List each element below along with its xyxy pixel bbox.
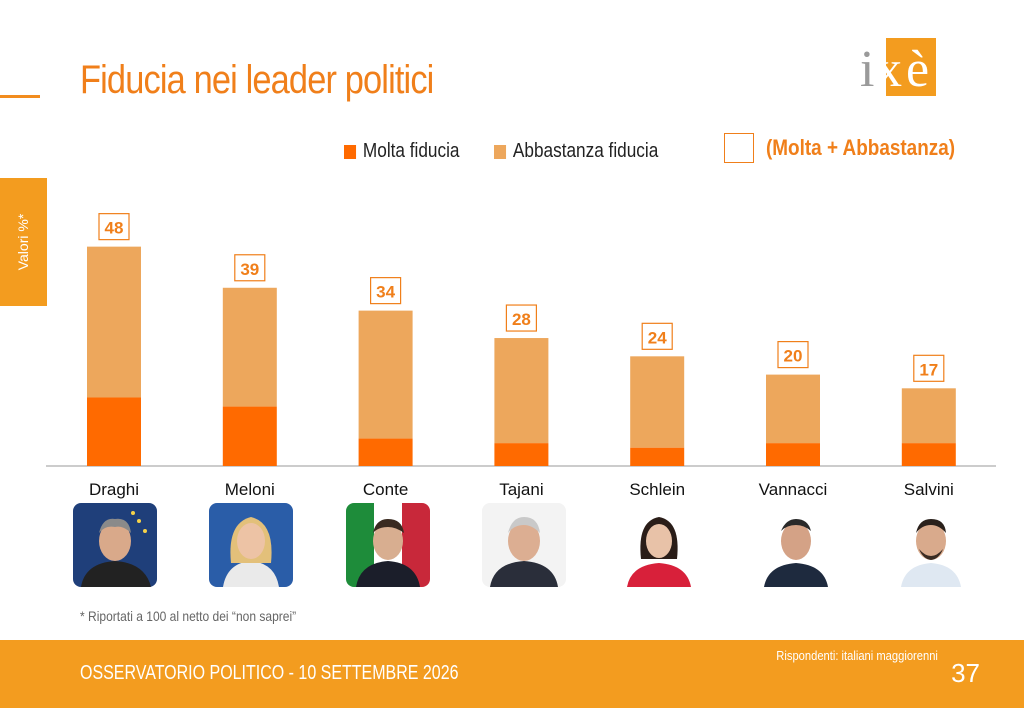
legend-label-molta: Molta fiducia [362, 140, 460, 162]
bar-abbastanza-draghi [87, 246, 141, 398]
photo-conte [346, 503, 430, 587]
legend-total-box [724, 133, 754, 163]
bar-molta-draghi [87, 397, 141, 466]
page-number: 37 [951, 658, 980, 688]
bar-chart: 48 Draghi 39 Meloni 34 Conte 28 Tajani 24 Schlein… [46, 213, 996, 499]
legend-total-label: (Molta + Abbastanza) [766, 135, 956, 160]
photo-meloni [209, 503, 293, 587]
legend-molta: Molta fiducia [344, 140, 459, 163]
accent-line [0, 95, 40, 98]
side-tab: Valori %* [0, 178, 47, 306]
total-box-meloni [234, 254, 266, 282]
total-box-draghi [98, 213, 130, 241]
category-label-tajani: Tajani [499, 480, 543, 499]
ixe-logo: i x è [860, 38, 936, 98]
svg-text:x: x [876, 41, 902, 98]
bar-molta-meloni [222, 406, 277, 466]
total-label-salvini: 17 [919, 360, 938, 379]
svg-text:è: è [906, 41, 929, 98]
photo-vannacci [754, 503, 838, 587]
bar-abbastanza-vannacci [766, 374, 820, 444]
total-label-conte: 34 [376, 283, 395, 302]
bar-abbastanza-schlein [630, 356, 685, 448]
total-label-tajani: 28 [512, 310, 531, 329]
footer-title: OSSERVATORIO POLITICO - 10 SETTEMBRE 202… [80, 662, 459, 684]
photo-tajani [482, 503, 566, 587]
bar-molta-vannacci [766, 443, 820, 466]
total-label-vannacci: 20 [784, 347, 803, 366]
bar-molta-tajani [494, 443, 549, 466]
category-label-conte: Conte [363, 480, 408, 499]
legend-total: (Molta + Abbastanza) [724, 133, 986, 163]
footnote: * Riportati a 100 al netto dei “non sapr… [80, 608, 297, 624]
svg-text:i: i [860, 41, 874, 98]
category-label-vannacci: Vannacci [759, 480, 828, 499]
category-label-draghi: Draghi [89, 480, 139, 499]
total-box-tajani [505, 304, 537, 332]
legend-swatch-molta [344, 144, 357, 159]
category-label-salvini: Salvini [904, 480, 954, 499]
legend-label-abbastanza: Abbastanza fiducia [512, 140, 659, 162]
photo-draghi [73, 503, 157, 587]
legend-swatch-abbastanza [494, 144, 507, 159]
bar-abbastanza-salvini [901, 388, 956, 444]
total-label-draghi: 48 [105, 219, 124, 238]
footer-respondents: Rispondenti: italiani maggiorenni [776, 648, 938, 663]
bar-abbastanza-tajani [494, 338, 549, 444]
bar-abbastanza-conte [358, 310, 413, 439]
photo-schlein [617, 503, 701, 587]
bar-molta-schlein [630, 447, 685, 466]
bar-abbastanza-meloni [222, 287, 277, 407]
page-title: Fiducia nei leader politici [80, 58, 434, 102]
total-box-conte [370, 277, 402, 305]
photo-salvini [889, 503, 973, 587]
total-label-meloni: 39 [240, 260, 259, 279]
bar-molta-conte [358, 438, 413, 466]
legend-abbastanza: Abbastanza fiducia [494, 140, 658, 163]
footer-bar: OSSERVATORIO POLITICO - 10 SETTEMBRE 202… [0, 640, 1024, 708]
total-box-salvini [913, 354, 945, 382]
category-label-schlein: Schlein [629, 480, 685, 499]
total-box-schlein [641, 322, 673, 350]
bar-molta-salvini [901, 443, 956, 466]
category-label-meloni: Meloni [225, 480, 275, 499]
total-label-schlein: 24 [648, 328, 667, 347]
total-box-vannacci [777, 341, 809, 369]
